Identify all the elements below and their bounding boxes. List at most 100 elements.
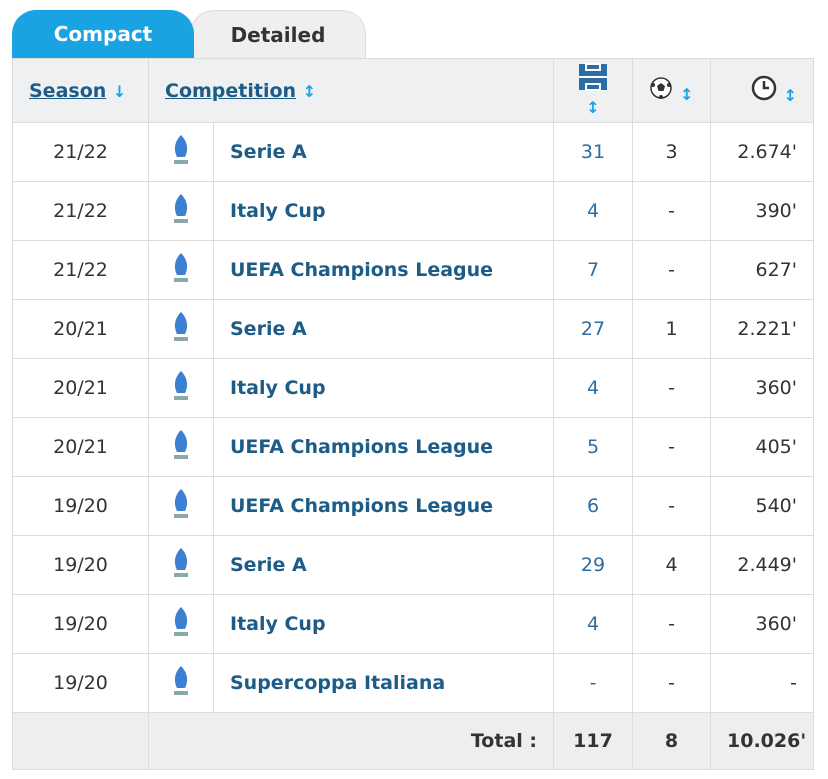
logo-cell bbox=[148, 535, 214, 595]
logo-cell bbox=[148, 476, 214, 536]
apps[interactable]: 4 bbox=[586, 200, 600, 222]
minutes: - bbox=[710, 653, 814, 713]
competition-logo bbox=[174, 370, 188, 400]
competition-link[interactable]: UEFA Champions League bbox=[230, 436, 494, 458]
competition-link[interactable]: UEFA Champions League bbox=[230, 259, 494, 281]
season: 19/20 bbox=[12, 476, 149, 536]
apps[interactable]: 4 bbox=[586, 377, 600, 399]
competition-logo bbox=[174, 488, 188, 518]
competition-link[interactable]: Italy Cup bbox=[230, 377, 326, 399]
tab[interactable]: Compact bbox=[12, 10, 194, 58]
logo-cell bbox=[148, 594, 214, 654]
competition-link[interactable]: Serie A bbox=[230, 318, 307, 340]
season: 19/20 bbox=[12, 594, 149, 654]
competition-cell: UEFA Champions League bbox=[213, 476, 554, 536]
season: 19/20 bbox=[12, 535, 149, 595]
competition-link[interactable]: Italy Cup bbox=[230, 200, 326, 222]
table-row: 20/21 Italy Cup 4 -360' bbox=[12, 358, 814, 418]
apps-cell: 5 bbox=[553, 417, 633, 477]
apps-cell: 6 bbox=[553, 476, 633, 536]
total-label: Total : bbox=[148, 712, 554, 770]
competition-link[interactable]: Serie A bbox=[230, 141, 307, 163]
apps-cell: 4 bbox=[553, 594, 633, 654]
apps[interactable]: 31 bbox=[580, 141, 606, 163]
competition-cell: Italy Cup bbox=[213, 358, 554, 418]
table-row: 19/20 Italy Cup 4 -360' bbox=[12, 594, 814, 654]
table-row: 20/21 UEFA Champions League 5 -405' bbox=[12, 417, 814, 477]
competition-link[interactable]: Supercoppa Italiana bbox=[230, 672, 446, 694]
minutes: 2.221' bbox=[710, 299, 814, 359]
table-footer: Total : 117 8 10.026' bbox=[12, 712, 814, 770]
minutes: 540' bbox=[710, 476, 814, 536]
goals-icon bbox=[650, 77, 673, 99]
total-goals: 8 bbox=[632, 712, 711, 770]
minutes: 627' bbox=[710, 240, 814, 300]
total-minutes: 10.026' bbox=[710, 712, 814, 770]
table-body: 21/22 Serie A 31 3 2.674' 21/22 Italy Cup 4 - 390… bbox=[12, 122, 814, 713]
goals: - bbox=[632, 653, 711, 713]
sort-link[interactable]: Competition bbox=[165, 79, 297, 102]
apps[interactable]: 7 bbox=[586, 259, 600, 281]
header-cell: Competition ↕ bbox=[148, 58, 554, 123]
minutes: 2.674' bbox=[710, 122, 814, 182]
logo-cell bbox=[148, 653, 214, 713]
header-cell[interactable]: ↕ bbox=[632, 58, 711, 123]
total-row: Total : 117 8 10.026' bbox=[12, 712, 814, 770]
competition-cell: Serie A bbox=[213, 535, 554, 595]
apps[interactable]: 6 bbox=[586, 495, 600, 517]
table-row: 19/20 Supercoppa Italiana - - - bbox=[12, 653, 814, 713]
apps[interactable]: 5 bbox=[586, 436, 600, 458]
logo-cell bbox=[148, 358, 214, 418]
competition-link[interactable]: Serie A bbox=[230, 554, 307, 576]
minutes: 360' bbox=[710, 358, 814, 418]
table-row: 19/20 Serie A 29 4 2.449' bbox=[12, 535, 814, 595]
goals: - bbox=[632, 358, 711, 418]
goals: - bbox=[632, 594, 711, 654]
season: 20/21 bbox=[12, 299, 149, 359]
apps-cell: 4 bbox=[553, 181, 633, 241]
tabs: Detailed Compact bbox=[12, 10, 828, 58]
competition-cell: Italy Cup bbox=[213, 594, 554, 654]
competition-cell: Supercoppa Italiana bbox=[213, 653, 554, 713]
minutes: 2.449' bbox=[710, 535, 814, 595]
apps[interactable]: 29 bbox=[580, 554, 606, 576]
competition-logo bbox=[174, 193, 188, 223]
table-header: Season ↓ Competition ↕ ↕ ↕ ↕ bbox=[12, 58, 814, 123]
competition-logo bbox=[174, 311, 188, 341]
apps[interactable]: - bbox=[589, 672, 597, 694]
season: 19/20 bbox=[12, 653, 149, 713]
season: 21/22 bbox=[12, 181, 149, 241]
header-cell[interactable]: ↕ bbox=[553, 58, 633, 123]
apps[interactable]: 27 bbox=[580, 318, 606, 340]
apps-cell: 29 bbox=[553, 535, 633, 595]
apps[interactable]: 4 bbox=[586, 613, 600, 635]
minutes: 390' bbox=[710, 181, 814, 241]
competition-cell: UEFA Champions League bbox=[213, 240, 554, 300]
competition-link[interactable]: UEFA Champions League bbox=[230, 495, 494, 517]
competition-cell: Serie A bbox=[213, 122, 554, 182]
goals: - bbox=[632, 417, 711, 477]
apps-cell: - bbox=[553, 653, 633, 713]
table-row: 20/21 Serie A 27 1 2.221' bbox=[12, 299, 814, 359]
season: 21/22 bbox=[12, 240, 149, 300]
sort-link[interactable]: Season bbox=[29, 79, 107, 102]
empty-cell bbox=[12, 712, 149, 770]
logo-cell bbox=[148, 299, 214, 359]
logo-cell bbox=[148, 122, 214, 182]
table-row: 19/20 UEFA Champions League 6 -540' bbox=[12, 476, 814, 536]
header-row: Season ↓ Competition ↕ ↕ ↕ ↕ bbox=[12, 58, 814, 123]
apps-cell: 4 bbox=[553, 358, 633, 418]
competition-logo bbox=[174, 665, 188, 695]
total-apps: 117 bbox=[553, 712, 633, 770]
header-cell[interactable]: ↕ bbox=[710, 58, 814, 123]
goals: 3 bbox=[632, 122, 711, 182]
table-row: 21/22 UEFA Champions League 7 -627' bbox=[12, 240, 814, 300]
competition-logo bbox=[174, 429, 188, 459]
tab[interactable]: Detailed bbox=[190, 10, 366, 58]
minutes-icon bbox=[751, 75, 777, 101]
goals: - bbox=[632, 476, 711, 536]
competition-link[interactable]: Italy Cup bbox=[230, 613, 326, 635]
sort-icon: ↕ bbox=[586, 98, 600, 117]
stats-table: Season ↓ Competition ↕ ↕ ↕ ↕ 21/22 Serie … bbox=[12, 58, 814, 770]
